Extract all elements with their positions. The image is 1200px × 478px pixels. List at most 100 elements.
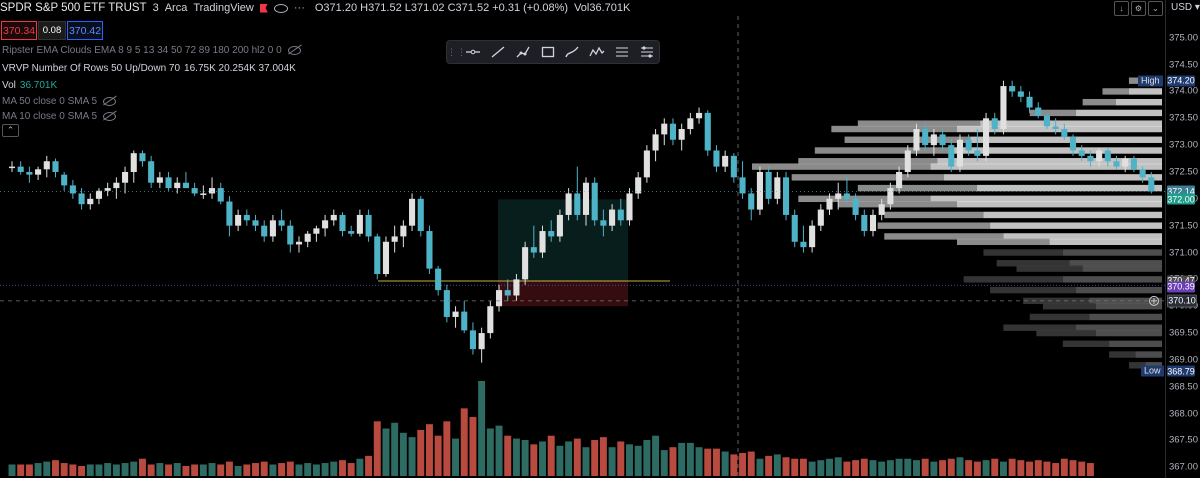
candle-body <box>330 214 337 221</box>
drawing-toolbar: ⋮⋮ <box>446 40 660 64</box>
candle-body <box>1096 150 1103 162</box>
indicator-volume[interactable]: Vol 36.701K <box>2 80 57 91</box>
candle-body <box>374 236 381 275</box>
pattern-icon[interactable] <box>585 42 610 62</box>
volume-bar <box>1069 460 1077 476</box>
path-icon[interactable] <box>511 42 536 62</box>
volume-bar <box>495 425 503 476</box>
volume-bar <box>330 461 338 476</box>
symbol-name[interactable]: SPDR S&P 500 ETF TRUST <box>0 2 147 14</box>
collapse-legend-button[interactable]: ⌃ <box>2 124 19 137</box>
volume-bar <box>304 463 312 476</box>
candle-body <box>930 134 937 146</box>
candle-body <box>817 209 824 226</box>
volume-profile-up <box>930 195 1162 203</box>
trend-line-icon[interactable] <box>486 42 511 62</box>
indicator-vrvp[interactable]: VRVP Number Of Rows 50 Up/Down 70 16.75K… <box>2 63 296 74</box>
volume-bar <box>208 463 216 476</box>
volume-bar <box>121 463 129 476</box>
candle-body <box>478 333 485 350</box>
candle-body <box>896 171 903 189</box>
currency-selector[interactable]: USD ▾ <box>1171 2 1200 13</box>
candle-body <box>530 247 537 253</box>
volume-bar <box>339 460 346 476</box>
candle-body <box>217 188 224 202</box>
volume-bar <box>478 381 486 476</box>
candle-body <box>461 311 468 331</box>
candle-body <box>1009 86 1016 92</box>
ohlc-values: O371.20 H371.52 L371.02 C371.52 +0.31 (+… <box>314 2 569 14</box>
hidden-eye-icon[interactable] <box>103 97 117 106</box>
currency-label: USD <box>1171 2 1193 13</box>
volume-profile-up <box>1128 88 1162 95</box>
sell-button[interactable]: 370.34 <box>1 21 37 40</box>
volume-bar <box>556 445 564 476</box>
volume-profile-down <box>1082 98 1116 106</box>
candle-body <box>104 188 111 191</box>
horizontal-line-icon[interactable] <box>461 42 486 62</box>
candle-body <box>322 220 329 229</box>
volume-profile-up <box>1076 324 1162 331</box>
volume-bar <box>582 447 590 476</box>
eye-icon[interactable] <box>273 3 288 13</box>
volume-bar <box>808 461 816 476</box>
brush-icon[interactable] <box>560 42 585 62</box>
candle-body <box>269 220 276 237</box>
volume-profile-up <box>937 158 1162 165</box>
crosshair-plus-icon <box>1149 295 1159 306</box>
candle-body <box>1026 96 1033 108</box>
candle-body <box>191 188 198 194</box>
low-price-label: 368.79 <box>1167 365 1195 377</box>
candle-body <box>522 247 529 280</box>
chevron-down-icon[interactable]: ⌄ <box>1148 1 1163 16</box>
indicator-ma50[interactable]: MA 50 close 0 SMA 5 <box>2 96 117 107</box>
price-axis[interactable]: USD ▾ 375.00 374.50 374.00 373.50 373.00 372.… <box>1165 0 1200 478</box>
interval[interactable]: 3 <box>152 2 159 14</box>
candle-body <box>182 182 189 189</box>
drag-handle-icon[interactable]: ⋮⋮ <box>447 46 467 57</box>
buy-button[interactable]: 370.42 <box>67 21 103 40</box>
volume-bar <box>1060 458 1068 476</box>
indicator-ma10[interactable]: MA 10 close 0 SMA 5 <box>2 111 117 122</box>
candle-body <box>43 161 50 170</box>
gear-icon[interactable]: ⚙ <box>1131 1 1146 16</box>
volume-bar <box>921 458 929 476</box>
hidden-eye-icon[interactable] <box>103 112 117 121</box>
exchange: Arca <box>164 2 188 14</box>
hidden-eye-icon[interactable] <box>287 46 301 55</box>
volume-profile-down <box>884 211 984 219</box>
volume-bar <box>25 464 33 476</box>
candle-body <box>843 193 850 199</box>
candle-body <box>174 182 181 189</box>
more-icon[interactable]: ··· <box>293 2 305 14</box>
price-chart[interactable] <box>0 0 1165 478</box>
volume-profile-up <box>1076 109 1162 117</box>
settings-lines-icon[interactable] <box>634 42 659 62</box>
candle-body <box>983 118 990 156</box>
candle-body <box>539 231 546 253</box>
rectangle-icon[interactable] <box>535 42 560 62</box>
candle-body <box>409 198 416 226</box>
candle-body <box>400 225 407 237</box>
volume-profile-down <box>857 120 981 127</box>
volume-bar <box>486 428 494 476</box>
candle-body <box>730 155 737 178</box>
indicator-ema-clouds[interactable]: Ripster EMA Clouds EMA 8 9 5 13 34 50 72… <box>2 45 301 56</box>
volume-profile-down <box>857 184 977 192</box>
volume-bar <box>512 438 520 476</box>
candle-body <box>687 118 694 130</box>
volume-bar <box>860 458 868 476</box>
volume-bar <box>913 460 920 476</box>
volume-profile-down <box>963 276 1063 283</box>
candle-body <box>469 330 476 350</box>
candle-body <box>443 290 450 317</box>
candle-body <box>1000 86 1007 130</box>
volume-profile-down <box>1029 313 1090 321</box>
flag-icon[interactable] <box>259 3 268 13</box>
arrow-down-icon[interactable]: ↓ <box>1114 1 1129 16</box>
candle-body <box>435 268 442 291</box>
volume-bar <box>652 435 660 476</box>
fib-icon[interactable] <box>610 42 635 62</box>
volume-bar <box>34 463 42 476</box>
candle-body <box>1139 169 1146 178</box>
